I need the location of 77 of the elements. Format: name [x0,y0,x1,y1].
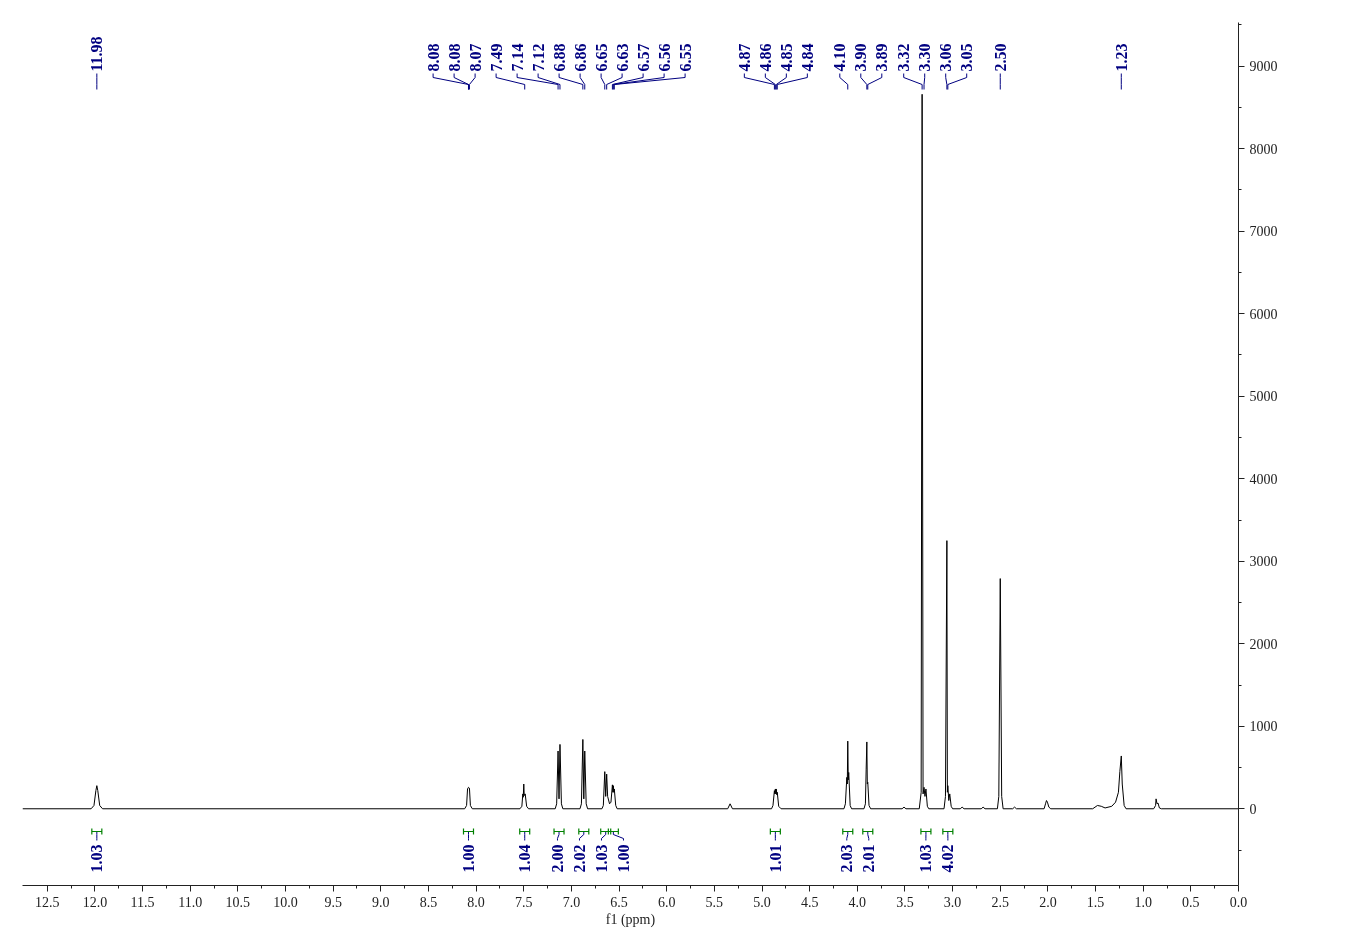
annotation: 11.98 [88,36,106,72]
annotation: 7.12 [529,43,547,72]
x-tick-label: 12.0 [82,894,108,910]
annotation: 1.00 [459,844,477,873]
y-tick-label: 8000 [1249,141,1278,157]
x-tick-label: 2.5 [991,894,1010,910]
y-tick-label: 9000 [1249,59,1278,75]
annotation: 6.55 [676,43,694,72]
annotation: 8.08 [424,43,442,72]
y-tick-label: 4000 [1249,471,1278,487]
x-tick-label: 1.0 [1134,894,1152,910]
annotation: 6.88 [550,43,568,72]
annotation: 3.90 [852,43,870,72]
annotation: 4.02 [939,844,957,873]
x-tick-label: 5.0 [753,894,771,910]
x-tick-label: 10.5 [225,894,251,910]
x-tick-label: 3.5 [896,894,914,910]
annotation: 3.32 [895,43,913,72]
x-tick-label: 7.0 [562,894,581,910]
annotation: 8.07 [466,43,484,72]
x-tick-label: 11.5 [130,894,155,910]
annotation: 7.14 [508,43,526,72]
annotation: 1.03 [917,844,935,873]
annotation: 8.08 [445,43,463,72]
annotation: 4.87 [735,43,753,72]
x-tick-label: 5.5 [705,894,724,910]
x-tick-label: 4.0 [848,894,867,910]
y-tick-label: 0 [1249,801,1257,817]
annotation: 1.04 [516,844,534,873]
annotation: 4.86 [756,43,774,72]
x-tick-label: 4.5 [800,894,819,910]
annotation: 6.63 [613,43,631,72]
y-tick-label: 2000 [1249,636,1278,652]
annotation: 6.57 [634,43,652,72]
x-tick-label: 6.5 [610,894,628,910]
x-tick-label: 2.0 [1039,894,1057,910]
annotation: 2.03 [838,844,856,873]
annotation: 1.03 [592,844,610,873]
x-tick-label: 7.5 [515,894,533,910]
x-tick-label: 0.5 [1182,894,1200,910]
annotation: 1.01 [766,844,784,873]
annotation: 1.03 [88,844,106,873]
annotation: 1.23 [1112,43,1130,72]
x-tick-label: 0.0 [1229,894,1248,910]
x-tick-label: 8.5 [419,894,438,910]
x-tick-label: 9.5 [324,894,342,910]
annotation: 2.50 [991,43,1009,72]
x-tick-label: 1.5 [1086,894,1105,910]
x-tick-label: 11.0 [178,894,203,910]
y-tick-label: 6000 [1249,306,1278,322]
x-tick-label: 12.5 [35,894,60,910]
annotation: 3.30 [916,43,934,72]
annotation: 4.85 [777,43,795,72]
annotation: 1.00 [614,844,632,873]
annotation: 2.02 [570,844,588,873]
x-tick-label: 8.0 [467,894,485,910]
y-tick-label: 7000 [1249,224,1278,240]
y-tick-label: 3000 [1249,554,1278,570]
annotation: 3.06 [937,43,955,72]
annotation: 6.65 [592,43,610,72]
annotation: 4.84 [798,43,816,72]
annotation: 7.49 [487,43,505,72]
x-tick-label: 6.0 [657,894,676,910]
x-axis-title: f1 (ppm) [605,911,656,928]
annotation: 2.00 [548,844,566,873]
annotation: 2.01 [860,844,878,873]
x-tick-label: 9.0 [372,894,390,910]
annotation: 3.89 [873,43,891,72]
annotation: 6.56 [655,43,673,72]
x-tick-label: 3.0 [943,894,962,910]
y-tick-label: 1000 [1249,719,1278,735]
y-tick-label: 5000 [1249,389,1278,405]
line-series [22,93,1239,810]
annotation: 4.10 [831,43,849,72]
annotation: 3.05 [958,43,976,72]
x-tick-label: 10.0 [273,894,298,910]
annotation: 6.86 [571,43,589,72]
